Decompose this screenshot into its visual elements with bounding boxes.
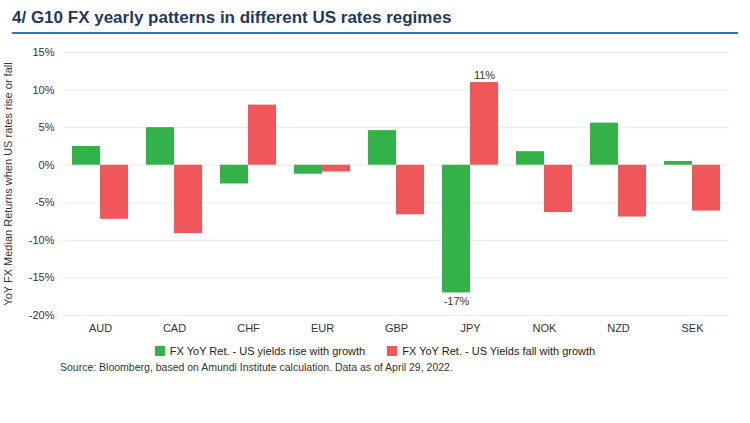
html-text:FX YoY Ret. - US yields rise w: FX YoY Ret. - US yields rise with growth [169, 345, 366, 357]
svg-text:-10%: -10% [29, 234, 55, 246]
svg-text:CHF: CHF [237, 322, 260, 334]
svg-text:0%: 0% [39, 159, 55, 171]
svg-text:10%: 10% [32, 84, 54, 96]
svg-text:15%: 15% [32, 46, 54, 58]
svg-text:5%: 5% [39, 121, 55, 133]
html-text:Source: Bloomberg, based on Am: Source: Bloomberg, based on Amundi Insti… [60, 361, 453, 373]
svg-text:11%: 11% [474, 69, 495, 81]
svg-text:JPY: JPY [460, 322, 481, 334]
svg-text:YoY FX Median Returns when US: YoY FX Median Returns when US rates rise… [2, 62, 14, 305]
svg-text:CAD: CAD [163, 322, 186, 334]
svg-text:-5%: -5% [35, 196, 55, 208]
svg-text:NOK: NOK [533, 322, 558, 334]
svg-text:SEK: SEK [681, 322, 704, 334]
svg-text:AUD: AUD [89, 322, 112, 334]
svg-text:GBP: GBP [385, 322, 408, 334]
svg-text:-20%: -20% [29, 309, 55, 321]
svg-text:-15%: -15% [29, 271, 55, 283]
svg-text:-17%: -17% [444, 295, 470, 307]
svg-text:NZD: NZD [607, 322, 630, 334]
html-text:FX YoY Ret. - US Yields fall w: FX YoY Ret. - US Yields fall with growth [402, 345, 596, 357]
html-text:4/ G10 FX yearly patterns in d: 4/ G10 FX yearly patterns in different U… [12, 8, 452, 27]
svg-text:EUR: EUR [311, 322, 334, 334]
